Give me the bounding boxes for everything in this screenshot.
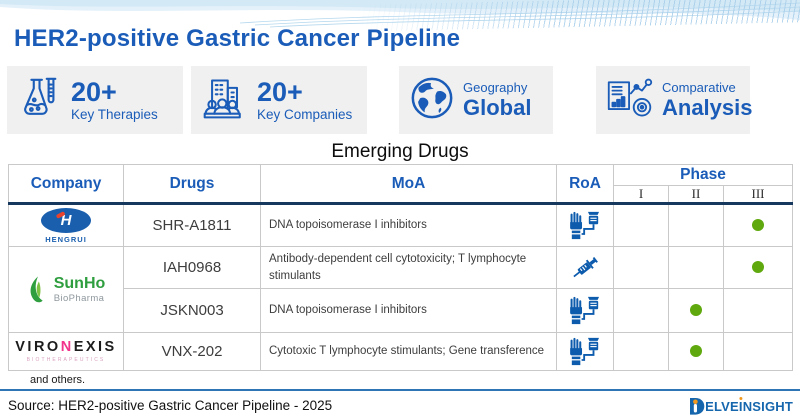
table-header-row: Company Drugs MoA RoA Phase (8, 164, 794, 205)
stat-value: 20+ (257, 77, 303, 108)
phase-3-cell (722, 203, 794, 247)
table-row: SunHo BioPharma IAH0968 Antibody-depende… (8, 246, 794, 333)
hengrui-logo-text: HENGRUI (45, 234, 87, 244)
iv-infusion-icon (556, 288, 614, 333)
phase-subheader-row: I II III (9, 185, 794, 205)
stat-label: Key Therapies (71, 106, 158, 122)
source-text: Source: HER2-positive Gastric Cancer Pip… (8, 398, 333, 413)
column-header-phase-2: II (668, 185, 724, 205)
iv-infusion-icon (556, 332, 614, 371)
banner-waves-decoration (0, 0, 800, 32)
stat-label: Comparative (662, 80, 736, 96)
drug-name: IAH0968 (123, 246, 261, 289)
column-header-phase-3: III (722, 185, 794, 205)
delveinsight-logo: ELVEINSIGHT (689, 397, 793, 416)
sunho-logo-name: SunHo (53, 274, 106, 292)
pipeline-table: Company Drugs MoA RoA Phase I II III H H… (8, 164, 794, 371)
phase-dot (690, 304, 702, 317)
sunho-logo-sub: BioPharma (53, 292, 105, 304)
footer-divider-line (0, 389, 800, 391)
stat-value: Analysis (662, 94, 753, 120)
table-row: VIRONEXIS BIOTHERAPEUTICS VNX-202 Cytoto… (8, 332, 794, 371)
stat-value: 20+ (71, 77, 117, 108)
globe-icon (409, 75, 455, 126)
flask-icon (17, 74, 63, 127)
moa-text: Cytotoxic T lymphocyte stimulants; Gene … (260, 332, 557, 371)
company-logo-vironexis: VIRONEXIS BIOTHERAPEUTICS (8, 332, 124, 371)
moa-text: Antibody-dependent cell cytotoxicity; T … (260, 246, 557, 289)
sunho-logo-mark (30, 275, 43, 302)
phase-dot (752, 219, 765, 232)
phase-1-cell (613, 203, 669, 247)
stat-key-companies: 20+ Key Companies (191, 66, 367, 134)
column-header-drugs: Drugs (123, 164, 261, 205)
syringe-icon (556, 246, 614, 289)
column-header-phase: Phase (612, 164, 794, 186)
phase-1-cell (613, 246, 669, 289)
vironexis-accent-n: N (60, 339, 74, 356)
chart-analysis-icon (606, 76, 654, 125)
company-logo-hengrui: H HENGRUI (8, 203, 124, 247)
phase-dot (690, 345, 702, 358)
moa-text: DNA topoisomerase I inhibitors (260, 288, 557, 333)
stat-value: Global (463, 94, 532, 120)
table-row: JSKN003 DNA topoisomerase I inhibitors (9, 288, 794, 333)
company-logo-sunho: SunHo BioPharma (8, 246, 124, 333)
delveinsight-logo-text: ELVEINSIGHT (705, 399, 793, 414)
stat-geography: Geography Global (399, 66, 553, 134)
column-header-phase-1: I (613, 185, 669, 205)
column-header-company: Company (8, 164, 124, 205)
delveinsight-d-mark (690, 398, 705, 415)
phase-2-cell (668, 288, 724, 333)
iv-infusion-icon (556, 203, 614, 247)
drug-name: SHR-A1811 (123, 203, 261, 247)
buildings-people-icon (201, 74, 249, 127)
section-heading-emerging-drugs: Emerging Drugs (331, 141, 469, 162)
stat-label: Key Companies (257, 106, 353, 122)
column-header-roa: RoA (556, 164, 614, 205)
stat-key-therapies: 20+ Key Therapies (7, 66, 183, 134)
phase-dot (752, 261, 765, 274)
page-title: HER2-positive Gastric Cancer Pipeline (14, 25, 461, 52)
vironexis-logo-sub: BIOTHERAPEUTICS (26, 356, 106, 363)
phase-3-cell (722, 332, 794, 371)
table-footnote: and others. (30, 374, 86, 386)
phase-3-cell (722, 246, 794, 289)
phase-2-cell (668, 203, 724, 247)
phase-3-cell (722, 288, 794, 333)
phase-2-cell (668, 332, 724, 371)
stat-label: Geography (463, 80, 528, 96)
stat-comparative-analysis: Comparative Analysis (596, 66, 753, 134)
phase-2-cell (668, 246, 724, 289)
table-row: H HENGRUI SHR-A1811 DNA topoisomerase I … (8, 203, 794, 247)
drug-name: VNX-202 (123, 332, 261, 371)
phase-1-cell (613, 288, 669, 333)
phase-1-cell (613, 332, 669, 371)
column-header-moa: MoA (260, 164, 557, 205)
hengrui-logo-mark: H (41, 207, 91, 233)
moa-text: DNA topoisomerase I inhibitors (260, 203, 557, 247)
drug-name: JSKN003 (123, 288, 261, 333)
